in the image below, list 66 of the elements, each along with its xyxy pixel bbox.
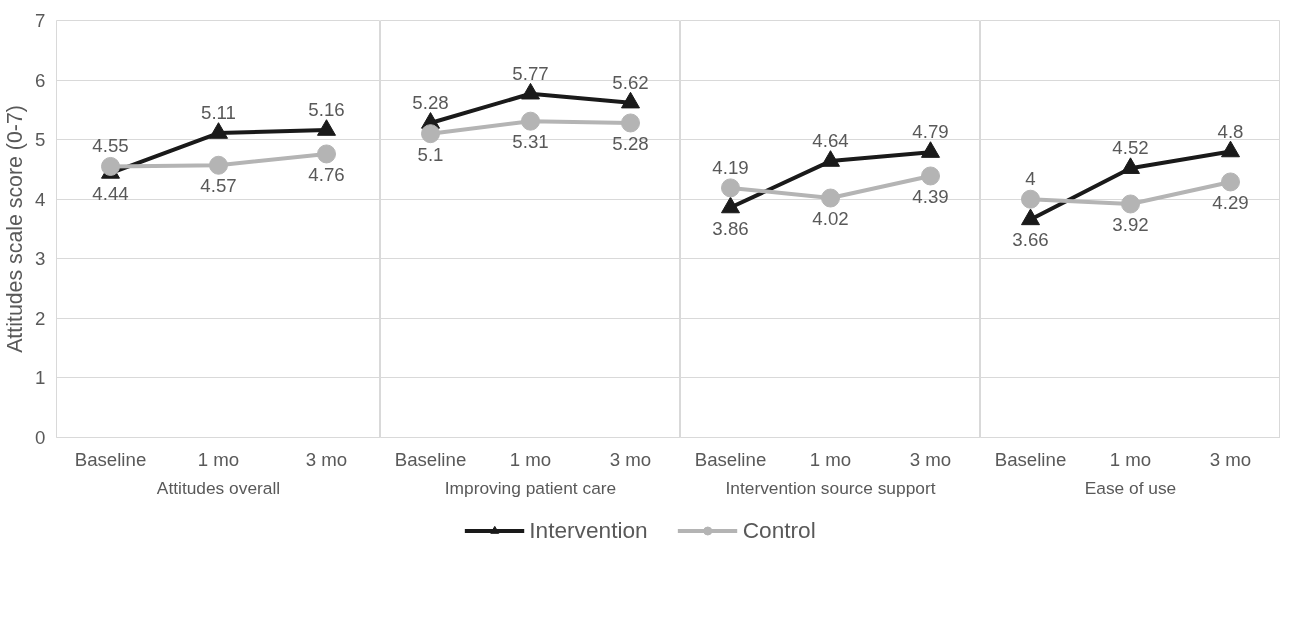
data-label: 5.28 bbox=[412, 91, 449, 113]
point bbox=[421, 124, 440, 144]
y-tick-label: 4 bbox=[35, 188, 46, 210]
data-label: 4.52 bbox=[1112, 137, 1149, 159]
x-axis-title: Attitudes overall bbox=[156, 477, 281, 498]
data-label: 3.92 bbox=[1112, 213, 1149, 235]
data-label: 5.62 bbox=[612, 71, 649, 93]
data-label: 4.44 bbox=[92, 183, 129, 204]
x-axis-title: Intervention source support bbox=[725, 477, 936, 498]
data-label: 4.02 bbox=[812, 208, 849, 230]
data-label: 5.31 bbox=[512, 131, 549, 153]
data-label: 5.11 bbox=[201, 102, 236, 124]
point bbox=[921, 141, 940, 158]
y-tick-label: 7 bbox=[35, 10, 46, 31]
point bbox=[921, 166, 940, 186]
data-label: 4.39 bbox=[912, 185, 949, 207]
x-tick-label: Baseline bbox=[694, 448, 767, 470]
x-tick-label: 3 mo bbox=[1209, 448, 1252, 470]
point bbox=[721, 178, 740, 198]
y-axis-title: Attitudes scale score (0-7) bbox=[3, 105, 28, 353]
x-tick-label: Baseline bbox=[394, 448, 467, 470]
data-label: 4.79 bbox=[912, 121, 949, 143]
x-tick-label: 3 mo bbox=[909, 448, 952, 470]
data-label: 5.16 bbox=[308, 99, 345, 121]
point bbox=[621, 113, 640, 133]
point bbox=[1121, 194, 1140, 214]
data-label: 4.29 bbox=[1212, 191, 1249, 213]
point bbox=[621, 91, 640, 109]
x-tick-label: 1 mo bbox=[509, 448, 552, 470]
legend-label: Control bbox=[742, 516, 816, 544]
y-tick-label: 6 bbox=[35, 69, 46, 91]
y-tick-label: 5 bbox=[35, 129, 46, 151]
point bbox=[821, 150, 840, 167]
y-tick-label: 3 bbox=[35, 248, 46, 270]
x-tick-label: 1 mo bbox=[1109, 448, 1152, 470]
data-label: 4.64 bbox=[812, 130, 849, 152]
x-tick-label: 3 mo bbox=[305, 448, 348, 470]
data-label: 4.19 bbox=[712, 156, 749, 178]
point bbox=[1021, 189, 1040, 209]
data-label: 4 bbox=[1025, 168, 1036, 190]
data-label: 5.1 bbox=[417, 143, 444, 165]
x-tick-label: 1 mo bbox=[809, 448, 852, 470]
x-axis-title: Improving patient care bbox=[444, 477, 617, 498]
data-label: 5.77 bbox=[512, 62, 549, 84]
point bbox=[521, 111, 540, 131]
data-label: 3.66 bbox=[1012, 229, 1049, 251]
data-label: 4.8 bbox=[1217, 120, 1244, 142]
data-label: 4.76 bbox=[308, 163, 345, 185]
x-axis-title: Ease of use bbox=[1084, 477, 1177, 498]
x-tick-label: Baseline bbox=[994, 448, 1067, 470]
legend-label: Intervention bbox=[529, 516, 648, 544]
point bbox=[1121, 157, 1140, 174]
y-tick-label: 1 bbox=[35, 367, 46, 389]
data-label: 3.86 bbox=[712, 217, 749, 239]
data-label: 4.57 bbox=[200, 175, 237, 197]
y-tick-label: 2 bbox=[35, 307, 46, 329]
data-label: 4.55 bbox=[92, 135, 129, 157]
x-tick-label: Baseline bbox=[74, 448, 147, 470]
y-tick-label: 0 bbox=[35, 427, 46, 448]
point bbox=[1221, 172, 1240, 192]
x-tick-label: 1 mo bbox=[197, 448, 240, 470]
point bbox=[521, 82, 540, 100]
point bbox=[821, 188, 840, 208]
data-label: 5.28 bbox=[612, 132, 649, 154]
x-tick-label: 3 mo bbox=[609, 448, 652, 470]
point bbox=[1221, 140, 1240, 158]
